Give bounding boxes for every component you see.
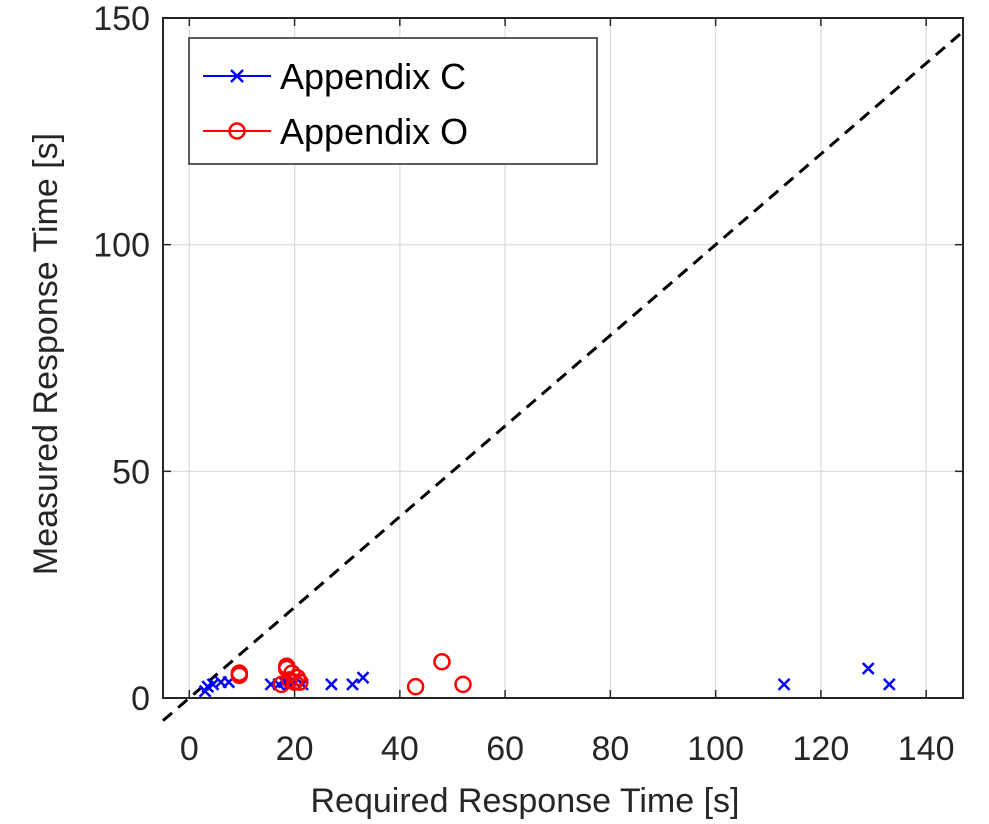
series-appendix-o [230, 652, 472, 696]
y-tick-label: 150 [93, 0, 150, 38]
axes-frame [162, 17, 964, 699]
point-appendix-c [777, 678, 791, 691]
legend-marker-appendix-o [228, 122, 246, 140]
point-appendix-c [356, 671, 370, 684]
point-appendix-o [230, 664, 249, 682]
point-appendix-c [325, 678, 338, 691]
legend-label-appendix-o: Appendix O [280, 111, 468, 152]
point-appendix-c [346, 678, 359, 691]
y-tick-label: 0 [131, 680, 150, 718]
legend-marker-appendix-c [230, 69, 244, 83]
legend: Appendix C Appendix O [188, 37, 598, 165]
point-appendix-o [291, 673, 309, 691]
x-tick-label: 120 [793, 730, 850, 768]
x-tick-label: 60 [486, 730, 524, 768]
y-axis-label: Measured Response Time [s] [27, 133, 65, 575]
data-points [198, 652, 896, 698]
x-axis-label: Required Response Time [s] [311, 782, 740, 820]
point-appendix-c [882, 678, 896, 691]
x-tick-label: 80 [591, 730, 629, 768]
legend-box [188, 37, 598, 165]
y-tick-label: 50 [112, 453, 150, 491]
x-tick-label: 40 [381, 730, 419, 768]
y-tick-label: 100 [93, 227, 150, 265]
point-appendix-c [861, 662, 875, 675]
x-tick-label: 20 [276, 730, 314, 768]
reference-diagonal-line [162, 30, 964, 722]
x-tick-label: 0 [180, 730, 199, 768]
x-tick-label: 140 [898, 730, 955, 768]
legend-entry-appendix-c: Appendix C [203, 56, 466, 97]
point-appendix-o [406, 677, 425, 696]
x-tick-label: 100 [687, 730, 744, 768]
point-appendix-o [454, 675, 472, 694]
legend-entry-appendix-o: Appendix O [203, 111, 468, 152]
point-appendix-o [433, 652, 451, 671]
legend-label-appendix-c: Appendix C [280, 56, 466, 97]
tick-labels: 0 20 40 60 80 100 120 140 0 50 100 150 [93, 0, 963, 768]
